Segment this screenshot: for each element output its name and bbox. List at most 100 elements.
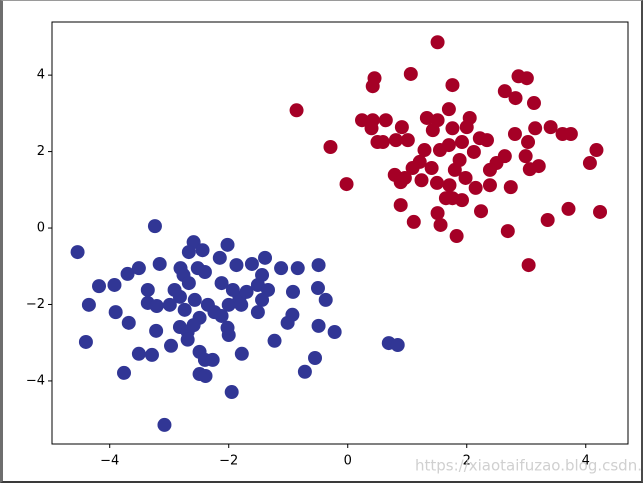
point [375,135,390,150]
point [561,201,576,216]
point [198,368,213,383]
point [482,178,497,193]
point [107,277,122,292]
point [234,346,249,361]
chart: −4 −2 0 2 4−4−2024https://xiaotaifuzao.blog.… [26,21,641,475]
point [120,266,135,281]
point [108,305,123,320]
point [327,325,342,340]
point [162,297,177,312]
point [70,245,85,260]
point [454,135,469,150]
point [239,284,254,299]
point [267,333,282,348]
y-tick-label: 4 [37,68,45,83]
point [323,139,338,154]
point [543,120,558,135]
point [419,110,434,125]
point [310,281,325,296]
y-tick-label: 0 [37,221,45,236]
point [255,292,270,307]
point [149,299,164,314]
point [442,178,457,193]
point [181,245,196,260]
point [224,385,239,400]
point [424,161,439,176]
point [186,318,201,333]
point [466,144,481,159]
point [445,78,460,93]
point [454,193,469,208]
point [339,177,354,192]
point [318,292,333,307]
point [177,302,192,317]
point [438,191,453,206]
point [290,261,305,276]
point [311,258,326,273]
point [81,297,96,312]
y-tick-label: −2 [26,297,45,312]
point [479,133,494,148]
point [234,297,249,312]
point [250,305,265,320]
point [181,276,196,291]
point [406,214,421,229]
point [474,204,489,219]
point [164,338,179,353]
point [280,315,295,330]
point [526,96,541,111]
point [400,133,415,148]
x-tick-label: 2 [463,454,471,469]
point [589,143,604,158]
point [355,113,370,128]
point [297,364,312,379]
y-tick-label: −4 [26,373,45,388]
point [274,261,289,276]
point [214,308,229,323]
y-tick-label: 2 [37,144,45,159]
point [508,91,523,106]
point [195,243,210,258]
point [289,103,304,118]
point [205,352,220,367]
x-tick-label: −4 [100,454,119,469]
point [214,276,229,291]
plot-frame [51,21,629,445]
point [221,297,236,312]
point [393,198,408,213]
point [432,143,447,158]
point [394,120,409,135]
point [131,261,146,276]
point [497,84,512,99]
point [452,152,467,167]
point [147,219,162,234]
point [528,121,543,136]
point [92,279,107,294]
x-tick-label: −2 [219,454,238,469]
point [433,217,448,232]
point [388,133,403,148]
point [225,282,240,297]
point [521,258,536,273]
point [503,180,518,195]
point [131,346,146,361]
point [540,213,555,228]
point [365,79,380,94]
point [121,315,136,330]
point [187,292,202,307]
point [445,121,460,136]
point [563,126,578,141]
point [220,237,235,252]
point [140,282,155,297]
point [468,180,483,195]
point [429,175,444,190]
point [518,149,533,164]
point [500,224,515,239]
point [458,170,473,185]
point [149,323,164,338]
point [220,320,235,335]
point [507,126,522,141]
point [403,66,418,81]
x-tick-label: 4 [582,454,590,469]
point [441,102,456,117]
